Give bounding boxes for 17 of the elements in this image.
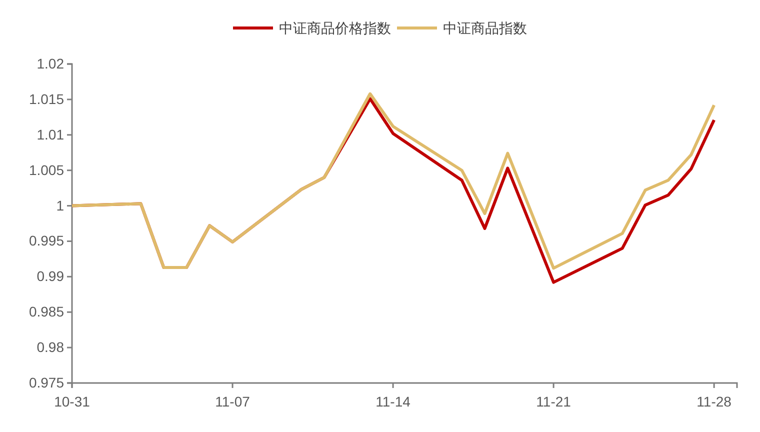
y-tick-label: 0.985 <box>28 304 64 320</box>
y-tick-label: 0.975 <box>28 374 64 390</box>
y-tick-label: 1.015 <box>28 90 64 107</box>
legend-label: 中证商品价格指数 <box>279 21 391 37</box>
y-tick-label: 1.005 <box>28 162 64 178</box>
legend-label: 中证商品指数 <box>443 21 527 37</box>
y-tick-label: 0.995 <box>28 232 64 249</box>
y-tick-label: 0.98 <box>36 339 64 356</box>
y-tick-label: 1.02 <box>36 55 64 72</box>
y-tick-label: 0.99 <box>36 268 64 284</box>
x-tick-label: 10-31 <box>54 393 90 410</box>
x-tick-label: 11-14 <box>376 393 411 410</box>
y-tick-label: 1 <box>56 197 64 214</box>
x-tick-label: 11-21 <box>536 393 572 410</box>
x-tick-label: 11-28 <box>696 393 732 410</box>
y-tick-label: 1.01 <box>36 126 64 142</box>
x-tick-label: 11-07 <box>215 393 250 410</box>
